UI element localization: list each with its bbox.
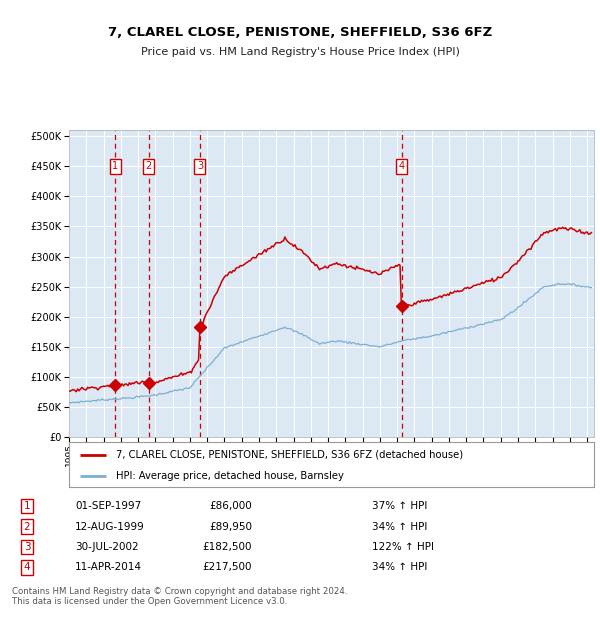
Text: 4: 4 xyxy=(399,161,405,171)
Text: Price paid vs. HM Land Registry's House Price Index (HPI): Price paid vs. HM Land Registry's House … xyxy=(140,47,460,57)
Text: £217,500: £217,500 xyxy=(203,562,252,572)
Text: 4: 4 xyxy=(23,562,31,572)
Text: Contains HM Land Registry data © Crown copyright and database right 2024.
This d: Contains HM Land Registry data © Crown c… xyxy=(12,587,347,606)
Text: 34% ↑ HPI: 34% ↑ HPI xyxy=(372,521,427,531)
Text: 1: 1 xyxy=(112,161,118,171)
Text: 122% ↑ HPI: 122% ↑ HPI xyxy=(372,542,434,552)
Text: 1: 1 xyxy=(23,501,31,511)
Text: HPI: Average price, detached house, Barnsley: HPI: Average price, detached house, Barn… xyxy=(116,471,344,480)
Text: 7, CLAREL CLOSE, PENISTONE, SHEFFIELD, S36 6FZ: 7, CLAREL CLOSE, PENISTONE, SHEFFIELD, S… xyxy=(108,26,492,38)
Text: 7, CLAREL CLOSE, PENISTONE, SHEFFIELD, S36 6FZ (detached house): 7, CLAREL CLOSE, PENISTONE, SHEFFIELD, S… xyxy=(116,450,463,459)
Text: £86,000: £86,000 xyxy=(209,501,252,511)
Text: 11-APR-2014: 11-APR-2014 xyxy=(75,562,142,572)
Text: 3: 3 xyxy=(23,542,31,552)
Text: 2: 2 xyxy=(145,161,152,171)
Text: 2: 2 xyxy=(23,521,31,531)
Text: 01-SEP-1997: 01-SEP-1997 xyxy=(75,501,141,511)
Text: 34% ↑ HPI: 34% ↑ HPI xyxy=(372,562,427,572)
Text: £89,950: £89,950 xyxy=(209,521,252,531)
Text: 12-AUG-1999: 12-AUG-1999 xyxy=(75,521,145,531)
Text: 30-JUL-2002: 30-JUL-2002 xyxy=(75,542,139,552)
Text: £182,500: £182,500 xyxy=(203,542,252,552)
Text: 3: 3 xyxy=(197,161,203,171)
Text: 37% ↑ HPI: 37% ↑ HPI xyxy=(372,501,427,511)
